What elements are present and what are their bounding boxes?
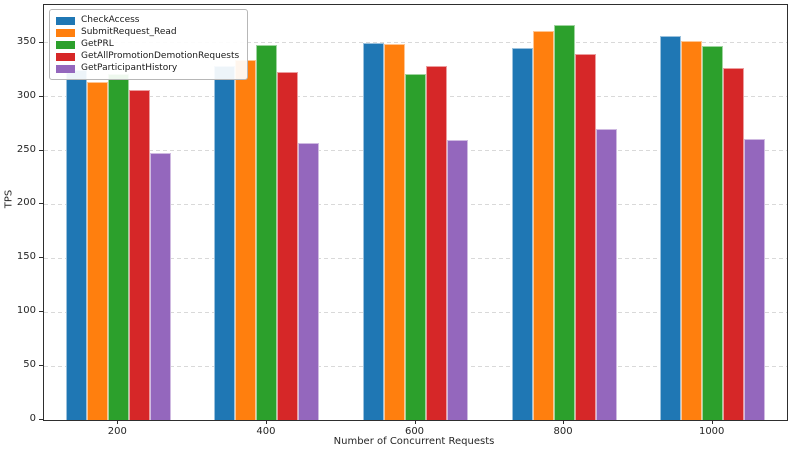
bar-CheckAccess-1000 [660,36,682,420]
bar-GetPRL-200 [107,74,129,420]
legend-label: GetAllPromotionDemotionRequests [81,51,240,61]
bar-GetParticipantHistory-200 [149,152,171,420]
y-tick-mark [39,365,43,367]
y-tick-mark [39,311,43,313]
bar-GetPRL-1000 [702,45,724,420]
bar-GetParticipantHistory-400 [298,142,320,420]
y-tick-label-50: 50 [23,359,36,371]
legend-swatch-icon [56,40,75,49]
x-tick-label-800: 800 [553,426,573,437]
x-tick-label-200: 200 [107,426,127,437]
bar-CheckAccess-800 [511,48,533,420]
bar-GetAllPromotionDemotionRequests-200 [128,90,150,420]
legend-label: GetParticipantHistory [81,63,178,73]
bar-group-800 [490,5,639,420]
bar-CheckAccess-600 [362,42,384,420]
bar-SubmitRequest_Read-600 [383,43,405,420]
bar-CheckAccess-200 [65,69,87,420]
legend-item-SubmitRequest_Read: SubmitRequest_Read [56,27,239,38]
y-tick-mark [39,419,43,420]
bar-GetAllPromotionDemotionRequests-400 [277,71,299,420]
bar-GetAllPromotionDemotionRequests-600 [425,66,447,420]
legend-label: CheckAccess [81,15,140,25]
bar-GetParticipantHistory-1000 [744,138,766,420]
y-tick-mark [39,203,43,205]
bar-SubmitRequest_Read-800 [532,30,554,420]
bar-SubmitRequest_Read-200 [86,81,108,420]
legend-item-GetParticipantHistory: GetParticipantHistory [56,63,239,74]
legend-label: SubmitRequest_Read [81,27,177,37]
bar-group-600 [341,5,490,420]
y-tick-mark [39,149,43,151]
plot-area [43,4,788,421]
x-tick-mark [414,420,416,424]
legend-swatch-icon [56,52,75,61]
bar-group-1000 [638,5,787,420]
bar-GetPRL-800 [553,25,575,420]
bar-group-200 [44,5,193,420]
x-tick-mark [265,420,267,424]
y-tick-mark [39,95,43,97]
legend-swatch-icon [56,16,75,25]
gridline-y-350 [44,42,787,44]
x-tick-mark [117,420,119,424]
bar-GetAllPromotionDemotionRequests-800 [574,53,596,420]
bar-SubmitRequest_Read-1000 [681,40,703,420]
bar-GetAllPromotionDemotionRequests-1000 [723,67,745,420]
x-tick-label-1000: 1000 [698,426,725,437]
legend-item-GetAllPromotionDemotionRequests: GetAllPromotionDemotionRequests [56,51,239,62]
bar-GetParticipantHistory-800 [595,128,617,420]
y-tick-mark [39,41,43,43]
legend-item-GetPRL: GetPRL [56,39,239,50]
x-axis-title: Number of Concurrent Requests [333,436,495,447]
legend-swatch-icon [56,28,75,37]
y-tick-label-250: 250 [16,143,36,155]
bar-GetPRL-600 [404,74,426,420]
legend-label: GetPRL [81,39,114,49]
bar-GetParticipantHistory-600 [446,139,468,420]
y-tick-label-0: 0 [29,413,36,424]
y-tick-label-350: 350 [16,35,36,47]
legend-item-CheckAccess: CheckAccess [56,15,239,26]
bar-CheckAccess-400 [214,66,236,420]
y-tick-label-200: 200 [16,197,36,209]
y-tick-label-300: 300 [16,89,36,101]
legend: CheckAccess SubmitRequest_Read GetPRL GetAl… [49,9,249,80]
x-tick-mark [563,420,565,424]
y-tick-label-100: 100 [16,305,36,317]
y-tick-mark [39,257,43,259]
y-tick-label-150: 150 [16,251,36,263]
x-tick-label-600: 600 [404,426,425,437]
bar-GetPRL-400 [256,44,278,420]
bar-group-400 [193,5,342,420]
legend-swatch-icon [56,64,75,73]
x-tick-label-400: 400 [256,426,276,437]
bar-SubmitRequest_Read-400 [235,59,257,420]
x-tick-mark [711,420,713,424]
